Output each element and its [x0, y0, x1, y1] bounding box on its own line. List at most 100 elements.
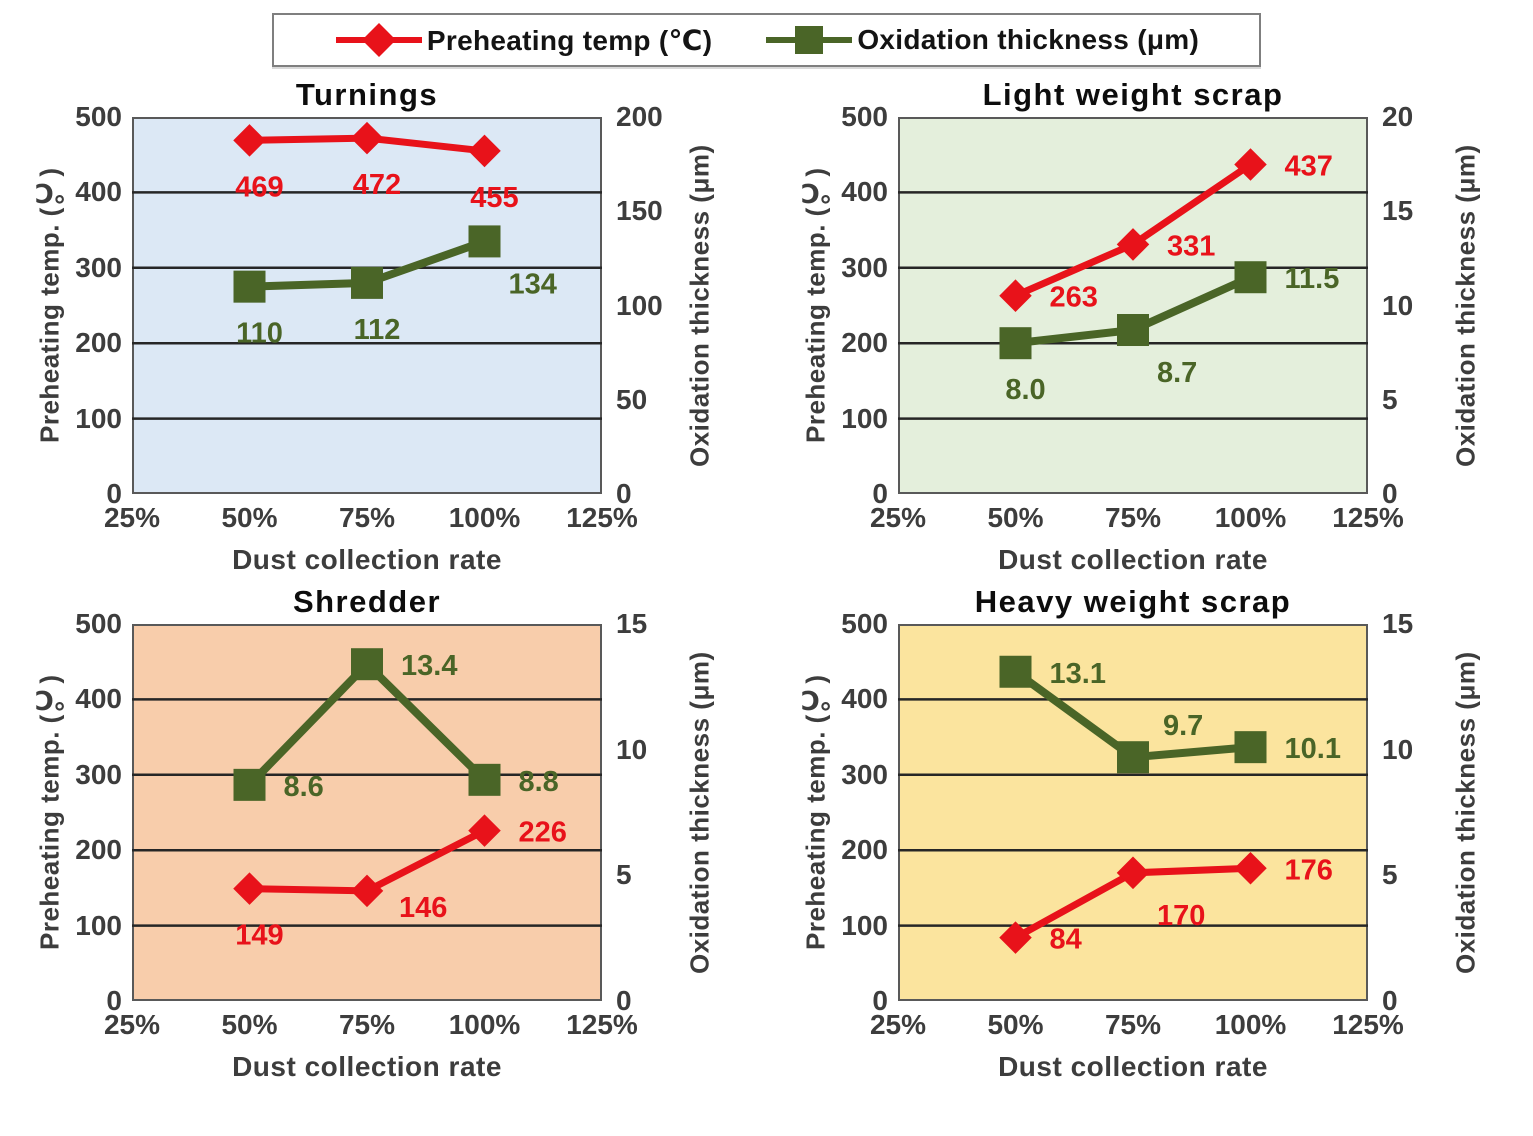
- data-point-marker: [468, 763, 501, 796]
- y-axis-tick-label: 400: [75, 683, 122, 715]
- chart-shredder: Shredder Preheating temp. (℃) 0 100 200 300 40…: [26, 580, 766, 1085]
- legend-item-preheating-temp: Preheating temp (℃): [334, 23, 712, 57]
- y-axis-tick-label: 0: [872, 478, 888, 509]
- y-axis-tick-label: 300: [75, 758, 122, 790]
- data-point-label: 469: [235, 171, 283, 203]
- x-axis-tick-label: 75%: [1104, 1009, 1162, 1040]
- x-axis-tick-label: 125%: [1332, 502, 1404, 533]
- y-axis-tick-label: 10: [616, 733, 648, 765]
- plot-background: [132, 624, 602, 1001]
- plot-area: 84 170 176 13.1 9.7 10.1: [898, 624, 1368, 1001]
- data-point-marker: [233, 872, 266, 905]
- x-axis-tick-label: 50%: [221, 1009, 278, 1040]
- y-axis-tick-label: 0: [616, 985, 632, 1016]
- x-axis-tick-label: 75%: [338, 502, 396, 533]
- data-point-label: 263: [1050, 282, 1098, 314]
- x-axis-tick-label: 25%: [103, 1009, 161, 1040]
- data-point-label: 331: [1167, 230, 1215, 262]
- x-axis-title: Dust collection rate: [998, 1051, 1268, 1082]
- data-point-label: 176: [1285, 854, 1333, 886]
- legend-row: Preheating temp (℃) Oxidation thickness …: [0, 0, 1533, 67]
- y-axis-tick-label: 200: [616, 101, 663, 132]
- x-axis-tick-label: 125%: [566, 1009, 638, 1040]
- data-point-marker: [1116, 856, 1150, 890]
- y-axis-tick-label: 100: [75, 909, 122, 941]
- y-axis-tick-label: 400: [841, 683, 888, 715]
- left-axis-title: Preheating temp. (℃): [800, 674, 831, 951]
- data-point-marker: [1234, 731, 1267, 764]
- y-axis-tick-label: 500: [75, 608, 122, 639]
- data-point-marker: [999, 655, 1032, 688]
- data-point-marker: [350, 121, 384, 155]
- left-axis-title: Preheating temp. (℃): [34, 167, 65, 444]
- data-point-marker: [468, 134, 501, 168]
- x-axis-ticks: 25% 50% 75% 100% 125%: [870, 494, 1404, 534]
- data-point-marker: [233, 768, 266, 801]
- x-axis-tick-label: 75%: [1104, 502, 1162, 533]
- data-point-label: 437: [1285, 151, 1333, 183]
- left-axis-ticks: 0 100 200 300 400 500: [74, 103, 132, 508]
- data-point-label: 134: [509, 268, 557, 300]
- x-axis-tick-label: 100%: [448, 502, 521, 533]
- y-axis-tick-label: 300: [75, 251, 122, 283]
- x-axis-tick-label: 100%: [1214, 502, 1287, 533]
- data-point-marker: [1234, 261, 1267, 294]
- data-point-marker: [999, 279, 1032, 312]
- right-axis-ticks: 0 5 10 15: [602, 610, 676, 1015]
- plot-area-wrap: 263 331 437 8.0 8.7 11.5: [898, 117, 1368, 494]
- x-axis-tick-label: 50%: [987, 502, 1044, 533]
- y-axis-tick-label: 400: [841, 176, 888, 208]
- data-point-label: 226: [519, 817, 567, 849]
- y-axis-tick-label: 100: [616, 289, 663, 321]
- data-point-marker: [468, 225, 501, 258]
- y-axis-tick-label: 50: [616, 383, 648, 415]
- x-axis-ticks: 25% 50% 75% 100% 125%: [104, 494, 638, 534]
- legend: Preheating temp (℃) Oxidation thickness …: [271, 13, 1262, 67]
- data-point-label: 8.6: [284, 771, 324, 803]
- data-point-label: 8.7: [1157, 357, 1197, 389]
- y-axis-tick-label: 500: [841, 608, 888, 639]
- y-axis-tick-label: 10: [1382, 289, 1414, 321]
- data-point-label: 84: [1050, 924, 1082, 956]
- y-axis-tick-label: 15: [1382, 608, 1414, 639]
- x-axis-tick-label: 100%: [1214, 1009, 1287, 1040]
- data-point-marker: [1117, 741, 1149, 774]
- y-axis-tick-label: 5: [616, 859, 632, 891]
- chart-heavy-weight-scrap: Heavy weight scrap Preheating temp. (℃) 0 1…: [792, 580, 1533, 1085]
- right-axis-title: Oxidation thickness (μm): [684, 144, 715, 467]
- left-axis-title: Preheating temp. (℃): [800, 167, 831, 444]
- y-axis-tick-label: 20: [1382, 101, 1414, 132]
- data-point-label: 10.1: [1285, 733, 1341, 765]
- left-axis-ticks: 0 100 200 300 400 500: [840, 103, 898, 508]
- data-point-label: 8.0: [1005, 374, 1045, 406]
- chart-light-weight-scrap: Light weight scrap Preheating temp. (℃) 0 1…: [792, 73, 1533, 578]
- data-point-marker: [999, 327, 1032, 360]
- y-axis-tick-label: 150: [616, 195, 663, 227]
- x-axis-ticks: 25% 50% 75% 100% 125%: [104, 1001, 638, 1041]
- data-point-marker: [351, 648, 383, 681]
- data-point-marker: [468, 814, 501, 847]
- chart-turnings: Turnings Preheating temp. (℃) 0 100 200 300 40…: [26, 73, 766, 578]
- y-axis-tick-label: 300: [841, 758, 888, 790]
- legend-label: Oxidation thickness (μm): [857, 24, 1200, 55]
- legend-label: Preheating temp (℃): [426, 24, 713, 56]
- chart-title: Heavy weight scrap: [974, 584, 1292, 619]
- data-point-marker: [233, 270, 266, 303]
- data-point-marker: [1117, 314, 1149, 347]
- x-axis-tick-label: 25%: [869, 502, 927, 533]
- data-point-marker: [1234, 148, 1267, 181]
- data-point-label: 472: [353, 169, 401, 201]
- plot-area: 263 331 437 8.0 8.7 11.5: [898, 117, 1368, 494]
- y-axis-tick-label: 100: [75, 402, 122, 434]
- x-axis-title: Dust collection rate: [232, 544, 502, 575]
- y-axis-tick-label: 5: [1382, 383, 1398, 415]
- right-axis-ticks: 0 5 10 15: [1368, 610, 1442, 1015]
- plot-background: [898, 624, 1368, 1001]
- chart-title: Turnings: [295, 77, 439, 112]
- y-axis-tick-label: 10: [1382, 733, 1414, 765]
- y-axis-tick-label: 5: [1382, 859, 1398, 891]
- y-axis-tick-label: 15: [1382, 195, 1414, 227]
- data-point-marker: [351, 266, 383, 299]
- right-axis-ticks: 0 50 100 150 200: [602, 103, 676, 508]
- plot-area: 469 472 455 110 112 134: [132, 117, 602, 494]
